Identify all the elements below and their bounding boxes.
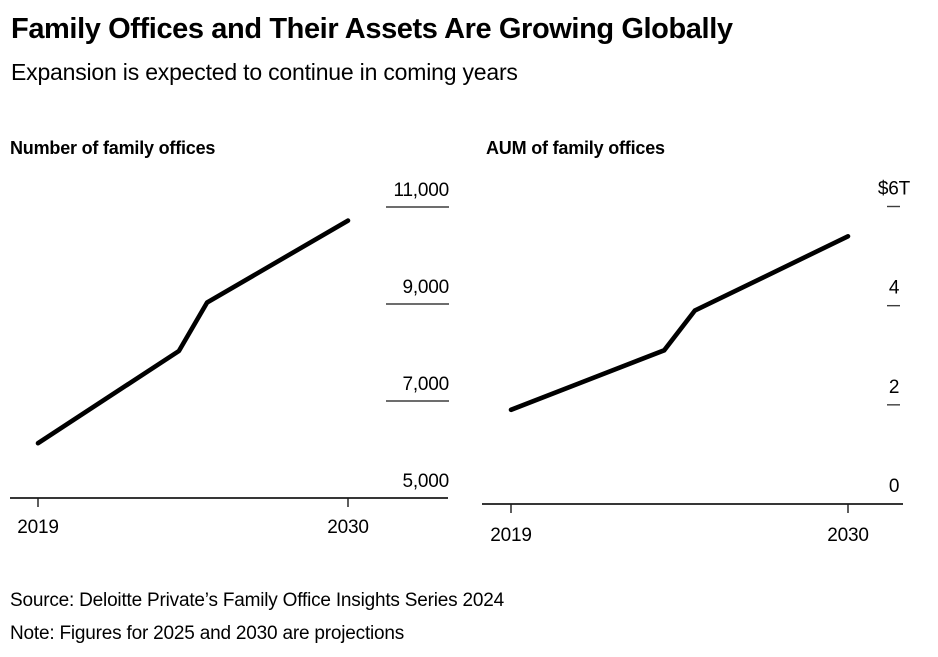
x-tick-label: 2030 [327,517,368,538]
page-subtitle: Expansion is expected to continue in com… [11,59,518,85]
y-tick-label: 11,000 [393,180,449,201]
aum-of-family-offices-plot: $6T 4 2 0 2019 2030 [482,179,911,546]
left-chart-heading: Number of family offices [10,138,216,158]
x-tick-label: 2030 [827,525,868,546]
note-line: Note: Figures for 2025 and 2030 are proj… [10,622,405,644]
page-title: Family Offices and Their Assets Are Grow… [11,13,733,45]
y-tick-label: $6T [878,179,911,200]
x-tick-label: 2019 [490,525,531,546]
y-tick-label: 7,000 [402,374,449,395]
y-tick-label: 2 [889,377,899,398]
y-tick-label: 0 [889,476,899,497]
series-line [35,218,351,446]
series-line [508,234,851,413]
footer: Source: Deloitte Private’s Family Office… [10,585,504,650]
y-tick-label: 9,000 [402,277,449,298]
y-tick-label: 5,000 [402,471,449,492]
number-of-family-offices-plot: 11,000 9,000 7,000 5,000 2019 2030 [10,180,449,538]
y-tick-label: 4 [889,278,900,299]
right-chart-heading: AUM of family offices [486,138,665,158]
source-line: Source: Deloitte Private’s Family Office… [10,590,504,611]
x-tick-label: 2019 [17,517,58,538]
